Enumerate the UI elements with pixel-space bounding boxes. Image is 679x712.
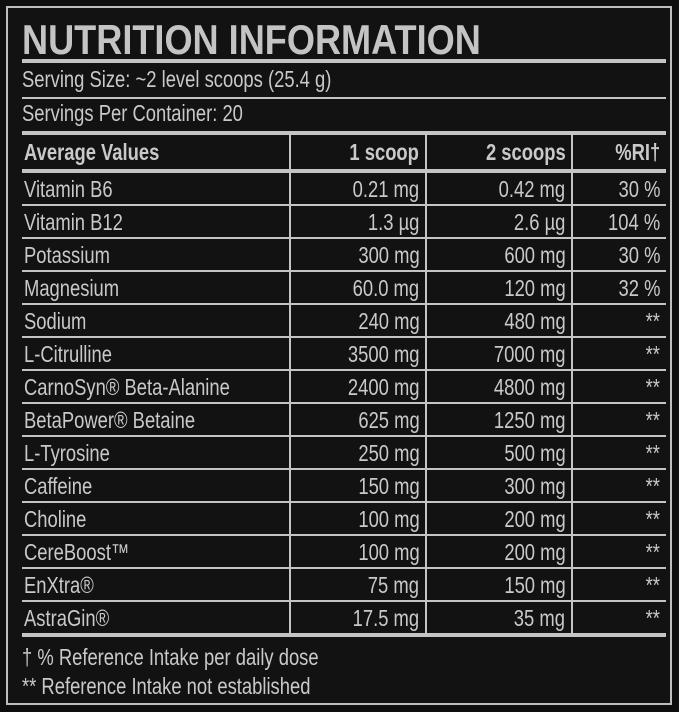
per-two-scoops-value: 4800 mg <box>425 370 573 404</box>
per-two-scoops-value: 500 mg <box>425 436 573 470</box>
per-scoop-value: 100 mg <box>289 535 427 569</box>
ri-percent: ** <box>571 601 666 637</box>
nutrient-name: BetaPower® Betaine <box>22 403 291 437</box>
ri-percent: ** <box>571 304 666 338</box>
table-row: Magnesium 60.0 mg 120 mg 32 % <box>22 271 666 305</box>
footnote-not-established: ** Reference Intake not established <box>22 673 311 699</box>
table-row: L-Citrulline 3500 mg 7000 mg ** <box>22 337 666 371</box>
per-two-scoops-value: 120 mg <box>425 271 573 305</box>
nutrient-name: Vitamin B6 <box>22 171 291 206</box>
ri-percent: ** <box>571 535 666 569</box>
per-scoop-value: 75 mg <box>289 568 427 602</box>
table-row: Vitamin B6 0.21 mg 0.42 mg 30 % <box>22 171 666 206</box>
per-scoop-value: 0.21 mg <box>289 171 427 206</box>
panel-title: NUTRITION INFORMATION <box>22 16 481 63</box>
per-two-scoops-value: 600 mg <box>425 238 573 272</box>
table-row: Choline 100 mg 200 mg ** <box>22 502 666 536</box>
table-row: Vitamin B12 1.3 µg 2.6 µg 104 % <box>22 205 666 239</box>
per-scoop-value: 100 mg <box>289 502 427 536</box>
per-scoop-value: 240 mg <box>289 304 427 338</box>
nutrition-table: Average Values 1 scoop 2 scoops %RI† Vit… <box>22 135 666 637</box>
nutrient-name: Potassium <box>22 238 291 272</box>
per-scoop-value: 60.0 mg <box>289 271 427 305</box>
per-two-scoops-value: 200 mg <box>425 502 573 536</box>
ri-percent: ** <box>571 568 666 602</box>
column-header: 1 scoop <box>289 135 427 173</box>
per-scoop-value: 2400 mg <box>289 370 427 404</box>
nutrient-name: Sodium <box>22 304 291 338</box>
per-two-scoops-value: 300 mg <box>425 469 573 503</box>
column-header: 2 scoops <box>425 135 573 173</box>
nutrient-name: Choline <box>22 502 291 536</box>
ri-percent: ** <box>571 469 666 503</box>
ri-percent: ** <box>571 403 666 437</box>
nutrient-name: Vitamin B12 <box>22 205 291 239</box>
nutrition-panel: NUTRITION INFORMATION Serving Size: ~2 l… <box>6 6 672 705</box>
per-two-scoops-value: 150 mg <box>425 568 573 602</box>
nutrient-name: AstraGin® <box>22 601 291 637</box>
per-two-scoops-value: 200 mg <box>425 535 573 569</box>
table-row: Potassium 300 mg 600 mg 30 % <box>22 238 666 272</box>
per-scoop-value: 1.3 µg <box>289 205 427 239</box>
column-header: Average Values <box>22 135 291 173</box>
divider <box>22 131 666 135</box>
nutrient-name: EnXtra® <box>22 568 291 602</box>
ri-percent: 104 % <box>571 205 666 239</box>
per-two-scoops-value: 35 mg <box>425 601 573 637</box>
table-row: Caffeine 150 mg 300 mg ** <box>22 469 666 503</box>
table-row: Sodium 240 mg 480 mg ** <box>22 304 666 338</box>
per-scoop-value: 17.5 mg <box>289 601 427 637</box>
per-two-scoops-value: 7000 mg <box>425 337 573 371</box>
per-two-scoops-value: 480 mg <box>425 304 573 338</box>
table-row: CarnoSyn® Beta-Alanine 2400 mg 4800 mg ** <box>22 370 666 404</box>
table-header: Average Values 1 scoop 2 scoops %RI† <box>22 135 666 173</box>
nutrient-name: L-Citrulline <box>22 337 291 371</box>
ri-percent: 32 % <box>571 271 666 305</box>
nutrient-name: L-Tyrosine <box>22 436 291 470</box>
ri-percent: ** <box>571 502 666 536</box>
nutrient-name: Magnesium <box>22 271 291 305</box>
table-row: CereBoost™ 100 mg 200 mg ** <box>22 535 666 569</box>
per-scoop-value: 3500 mg <box>289 337 427 371</box>
ri-percent: 30 % <box>571 171 666 206</box>
ri-percent: ** <box>571 370 666 404</box>
serving-size: Serving Size: ~2 level scoops (25.4 g) <box>22 66 332 92</box>
nutrient-name: Caffeine <box>22 469 291 503</box>
nutrient-name: CereBoost™ <box>22 535 291 569</box>
per-two-scoops-value: 2.6 µg <box>425 205 573 239</box>
per-scoop-value: 150 mg <box>289 469 427 503</box>
footnote-ri: † % Reference Intake per daily dose <box>22 644 319 670</box>
nutrient-name: CarnoSyn® Beta-Alanine <box>22 370 291 404</box>
table-row: L-Tyrosine 250 mg 500 mg ** <box>22 436 666 470</box>
table-row: EnXtra® 75 mg 150 mg ** <box>22 568 666 602</box>
table-row: AstraGin® 17.5 mg 35 mg ** <box>22 601 666 637</box>
per-scoop-value: 625 mg <box>289 403 427 437</box>
servings-per-container: Servings Per Container: 20 <box>22 100 243 126</box>
per-two-scoops-value: 0.42 mg <box>425 171 573 206</box>
ri-percent: ** <box>571 337 666 371</box>
ri-percent: ** <box>571 436 666 470</box>
per-scoop-value: 250 mg <box>289 436 427 470</box>
table-row: BetaPower® Betaine 625 mg 1250 mg ** <box>22 403 666 437</box>
ri-percent: 30 % <box>571 238 666 272</box>
divider <box>22 59 666 63</box>
per-scoop-value: 300 mg <box>289 238 427 272</box>
divider <box>22 97 666 99</box>
per-two-scoops-value: 1250 mg <box>425 403 573 437</box>
column-header: %RI† <box>571 135 666 173</box>
